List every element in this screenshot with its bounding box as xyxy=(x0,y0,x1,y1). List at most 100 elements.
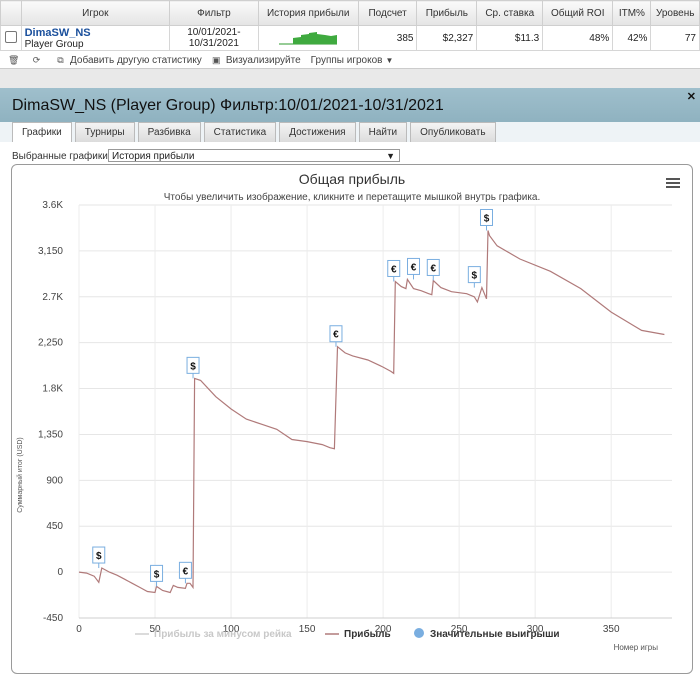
chart-select[interactable]: История прибыли ▼ xyxy=(108,149,400,162)
chart-menu-button[interactable] xyxy=(666,178,680,188)
col-header-profit-history[interactable]: История прибыли xyxy=(257,0,359,26)
table-toolbar: 🗑 ⟳ ⧉ Добавить другую статистику ▣ Визуа… xyxy=(0,52,700,69)
tab-find[interactable]: Найти xyxy=(358,122,408,142)
y-axis-ticks: -450 0 450 900 1,350 1.8K 2,250 2.7K 3,150 3.6K xyxy=(38,200,63,624)
marker-box xyxy=(178,561,192,579)
marker-box xyxy=(426,258,440,276)
legend-label-net-profit: Прибыль за минусом рейка xyxy=(154,628,292,640)
charts-tab-body: Выбранные графики: История прибыли ▼ Общ… xyxy=(0,142,700,674)
legend-label-significant-wins: Значительные выигрыши xyxy=(430,629,560,640)
x-axis-label: Номер игры xyxy=(614,643,659,652)
y-tick-label: 900 xyxy=(46,475,63,486)
x-tick-label: 300 xyxy=(527,624,544,635)
significant-win-marker: $ xyxy=(467,266,481,288)
significant-win-marker: € xyxy=(426,258,440,281)
visualize-label: Визуализируйте xyxy=(225,54,301,66)
marker-symbol: $ xyxy=(96,551,102,562)
col-header-avg-stake[interactable]: Ср. ставка xyxy=(476,0,544,26)
marker-symbol: € xyxy=(391,264,397,275)
close-icon[interactable]: ✕ xyxy=(686,91,696,103)
profit-chart[interactable]: Общая прибыль Чтобы увеличить изображени… xyxy=(11,164,693,674)
chevron-down-icon: ▼ xyxy=(385,55,394,65)
col-header-level[interactable]: Уровень xyxy=(650,0,700,26)
visualize-button[interactable]: ▣ Визуализируйте xyxy=(212,55,301,66)
col-header-count[interactable]: Подсчет xyxy=(357,0,418,26)
y-tick-label: 2,250 xyxy=(38,338,63,349)
legend-symbol-significant-wins xyxy=(414,628,424,638)
panel-tabs: Графики Турниры Разбивка Статистика Дост… xyxy=(12,122,499,143)
chart-select-value: История прибыли xyxy=(112,151,195,162)
marker-box xyxy=(92,546,106,564)
level-cell: 77 xyxy=(650,25,700,51)
tab-breakdown[interactable]: Разбивка xyxy=(137,122,201,142)
y-tick-label: 450 xyxy=(46,521,63,532)
tab-statistics[interactable]: Статистика xyxy=(203,122,277,142)
refresh-button[interactable]: ⟳ xyxy=(32,54,46,65)
menu-bar-3 xyxy=(666,186,680,188)
player-panel: DimaSW_NS (Player Group) Фильтр:10/01/20… xyxy=(0,88,700,674)
panel-title: DimaSW_NS (Player Group) Фильтр:10/01/20… xyxy=(12,97,444,114)
marker-symbol: € xyxy=(333,330,339,341)
chart-svg[interactable]: Общая прибыль Чтобы увеличить изображени… xyxy=(12,165,692,673)
profit-history-cell xyxy=(257,25,359,51)
significant-win-marker: $ xyxy=(479,208,493,231)
marker-box xyxy=(186,356,200,374)
profit-line xyxy=(78,230,665,594)
filter-end: 10/31/2021 xyxy=(188,38,239,49)
add-stats-button[interactable]: ⧉ Добавить другую статистику xyxy=(56,55,202,66)
marker-symbol: € xyxy=(411,262,417,273)
y-tick-label: 1,350 xyxy=(38,429,63,440)
selected-charts-label: Выбранные графики: xyxy=(12,151,111,162)
filter-start: 10/01/2021- xyxy=(187,27,241,38)
tab-charts[interactable]: Графики xyxy=(12,122,72,143)
player-groups-dropdown[interactable]: Группы игроков ▼ xyxy=(311,55,394,66)
chart-title: Общая прибыль xyxy=(299,171,405,187)
stats-table-area: Игрок Фильтр История прибыли Подсчет При… xyxy=(0,0,700,52)
x-tick-label: 200 xyxy=(375,624,392,635)
table-header-row: Игрок Фильтр История прибыли Подсчет При… xyxy=(0,0,700,26)
y-tick-label: 3,150 xyxy=(38,246,63,257)
y-tick-label: -450 xyxy=(43,613,63,624)
col-header-itm[interactable]: ITM% xyxy=(612,0,652,26)
profit-sparkline[interactable] xyxy=(273,29,343,45)
chart-grid xyxy=(78,204,672,619)
x-tick-label: 150 xyxy=(299,624,316,635)
marker-box xyxy=(479,208,493,226)
table-row: DimaSW_NS Player Group 10/01/2021- 10/31… xyxy=(0,25,700,51)
stats-table: Игрок Фильтр История прибыли Подсчет При… xyxy=(0,0,700,51)
menu-bar-2 xyxy=(666,182,680,184)
significant-win-marker: € xyxy=(387,259,401,282)
refresh-icon: ⟳ xyxy=(32,54,41,65)
delete-button[interactable]: 🗑 xyxy=(8,54,22,65)
chart-markers: $ $ € $ € € € € $ $ xyxy=(92,208,493,587)
col-header-profit[interactable]: Прибыль xyxy=(416,0,478,26)
x-tick-label: 250 xyxy=(451,624,468,635)
row-checkbox[interactable] xyxy=(4,30,17,43)
y-tick-label: 2.7K xyxy=(42,292,63,303)
chart-legend: Прибыль за минусом рейка Прибыль Значитель… xyxy=(135,628,560,640)
marker-symbol: $ xyxy=(154,569,160,580)
marker-symbol: € xyxy=(430,263,436,274)
tab-publish[interactable]: Опубликовать xyxy=(410,122,496,142)
tab-achievements[interactable]: Достижения xyxy=(279,122,356,142)
player-name-link[interactable]: DimaSW_NS xyxy=(24,26,91,39)
marker-symbol: $ xyxy=(484,213,490,224)
col-header-roi[interactable]: Общий ROI xyxy=(542,0,614,26)
col-header-player[interactable]: Игрок xyxy=(20,0,171,26)
profit-cell: $2,327 xyxy=(416,25,478,51)
marker-symbol: $ xyxy=(472,271,478,282)
itm-cell: 42% xyxy=(612,25,652,51)
trash-icon: 🗑 xyxy=(8,54,20,65)
x-tick-label: 0 xyxy=(76,624,82,635)
player-groups-label: Группы игроков xyxy=(310,54,383,66)
tab-tournaments[interactable]: Турниры xyxy=(74,122,135,142)
significant-win-marker: € xyxy=(407,257,421,280)
row-checkbox-cell xyxy=(0,25,22,51)
marker-box xyxy=(387,259,401,277)
roi-cell: 48% xyxy=(542,25,614,51)
player-cell: DimaSW_NS Player Group xyxy=(20,25,171,51)
x-tick-label: 350 xyxy=(603,624,620,635)
col-header-filter[interactable]: Фильтр xyxy=(169,0,259,26)
marker-box xyxy=(329,325,343,343)
significant-win-marker: $ xyxy=(186,356,200,379)
